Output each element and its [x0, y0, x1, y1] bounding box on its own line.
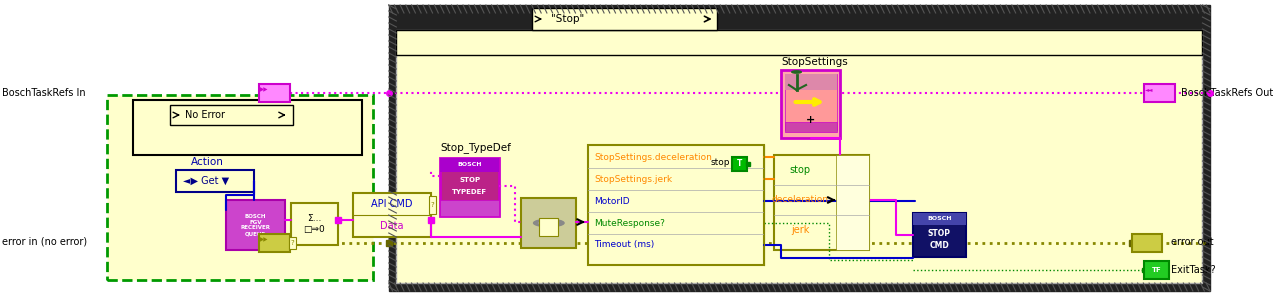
FancyBboxPatch shape	[913, 213, 966, 225]
FancyBboxPatch shape	[441, 200, 500, 216]
FancyBboxPatch shape	[429, 196, 437, 214]
Text: BOSCH
FGV
RECEIVER
QUEUE: BOSCH FGV RECEIVER QUEUE	[241, 214, 270, 236]
Text: StopSettings.jerk: StopSettings.jerk	[594, 175, 673, 183]
Text: stop: stop	[711, 158, 730, 168]
FancyBboxPatch shape	[774, 155, 869, 250]
FancyBboxPatch shape	[731, 157, 747, 171]
Text: ?: ?	[291, 240, 295, 246]
FancyBboxPatch shape	[781, 70, 840, 138]
Text: T: T	[737, 160, 742, 168]
FancyBboxPatch shape	[441, 158, 500, 172]
FancyBboxPatch shape	[1144, 261, 1170, 279]
Circle shape	[539, 221, 559, 225]
FancyBboxPatch shape	[396, 30, 1203, 55]
Text: ▶▶: ▶▶	[260, 87, 269, 92]
FancyBboxPatch shape	[1144, 84, 1175, 102]
FancyBboxPatch shape	[588, 145, 765, 265]
Text: Σ...
□⇒0: Σ... □⇒0	[304, 214, 325, 234]
Text: MotorID: MotorID	[594, 196, 630, 206]
FancyBboxPatch shape	[259, 234, 290, 252]
Text: CMD: CMD	[930, 242, 949, 250]
FancyBboxPatch shape	[388, 5, 1211, 291]
Text: TYPEDEF: TYPEDEF	[452, 189, 487, 195]
Text: +: +	[806, 115, 816, 125]
Circle shape	[534, 219, 564, 227]
FancyBboxPatch shape	[532, 8, 717, 30]
Text: deceleration: deceleration	[772, 196, 829, 204]
Text: ◄◄: ◄◄	[1145, 87, 1154, 92]
FancyBboxPatch shape	[521, 198, 576, 248]
FancyBboxPatch shape	[913, 213, 966, 257]
FancyBboxPatch shape	[259, 84, 290, 102]
FancyBboxPatch shape	[785, 74, 836, 90]
FancyBboxPatch shape	[539, 218, 559, 236]
FancyBboxPatch shape	[106, 95, 374, 280]
Text: stop: stop	[790, 165, 811, 175]
Text: jerk: jerk	[792, 225, 810, 235]
Text: Action: Action	[191, 157, 223, 167]
Text: "Stop": "Stop"	[551, 14, 584, 24]
Text: error in (no error): error in (no error)	[1, 237, 87, 247]
Text: BoschTaskRefs Out: BoschTaskRefs Out	[1181, 88, 1273, 98]
Text: StopSettings.deceleration: StopSettings.deceleration	[594, 153, 712, 161]
FancyBboxPatch shape	[352, 193, 430, 237]
Text: BoschTaskRefs In: BoschTaskRefs In	[1, 88, 86, 98]
Text: Timeout (ms): Timeout (ms)	[594, 240, 655, 250]
Text: MuteResponse?: MuteResponse?	[594, 219, 665, 227]
Text: error out: error out	[1171, 237, 1213, 247]
FancyBboxPatch shape	[785, 74, 836, 130]
Text: Data: Data	[380, 221, 404, 231]
Text: ExitTask?: ExitTask?	[1171, 265, 1216, 275]
FancyBboxPatch shape	[133, 100, 363, 155]
Text: Stop_TypeDef: Stop_TypeDef	[441, 142, 511, 153]
Text: ?: ?	[430, 202, 434, 208]
Text: TF: TF	[1152, 267, 1162, 273]
Text: API CMD: API CMD	[370, 199, 412, 209]
Text: StopSettings: StopSettings	[781, 57, 848, 67]
FancyBboxPatch shape	[225, 200, 284, 250]
FancyBboxPatch shape	[1132, 234, 1162, 252]
Text: ▶▶: ▶▶	[260, 237, 269, 242]
FancyBboxPatch shape	[288, 237, 296, 249]
Circle shape	[792, 71, 802, 73]
Text: STOP: STOP	[927, 229, 951, 237]
FancyBboxPatch shape	[441, 158, 500, 216]
FancyBboxPatch shape	[785, 122, 836, 132]
FancyBboxPatch shape	[291, 203, 338, 245]
FancyBboxPatch shape	[177, 170, 255, 192]
Text: No Error: No Error	[184, 110, 225, 120]
Text: ◄▶ Get ▼: ◄▶ Get ▼	[183, 176, 229, 186]
Text: BOSCH: BOSCH	[457, 163, 482, 168]
Text: STOP: STOP	[459, 177, 480, 183]
FancyBboxPatch shape	[835, 155, 869, 250]
FancyBboxPatch shape	[169, 105, 293, 125]
Text: BOSCH: BOSCH	[927, 217, 952, 222]
FancyBboxPatch shape	[396, 30, 1203, 283]
